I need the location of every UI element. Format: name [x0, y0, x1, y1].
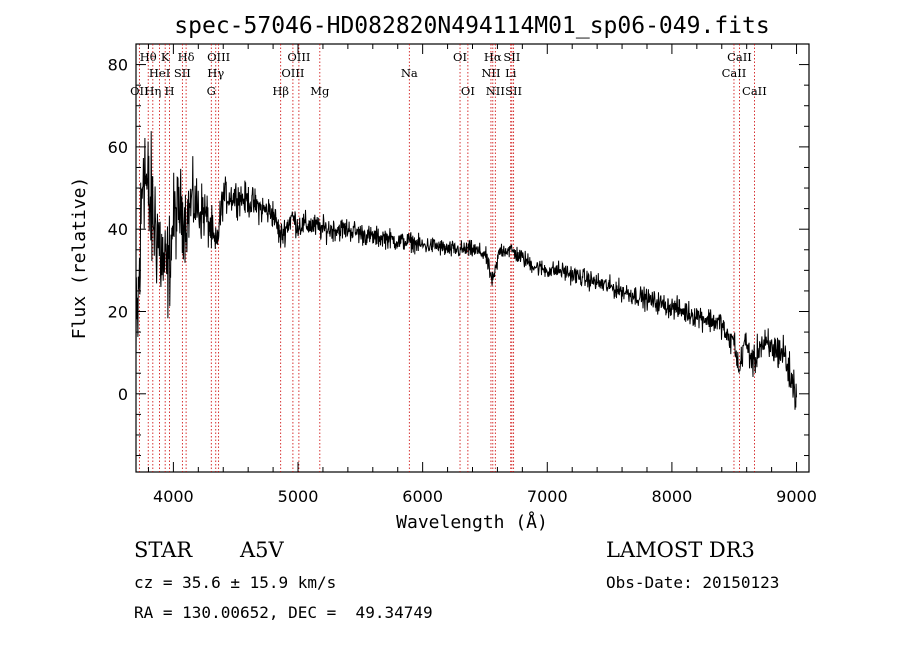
- spectral-line-label-6: SII: [174, 66, 191, 80]
- spectral-line-label-26: CaII: [742, 84, 767, 98]
- spectral-line-label-25: CaII: [727, 50, 752, 64]
- spectral-line-label-19: Hα: [484, 50, 502, 64]
- spectral-line-label-8: G: [207, 84, 216, 98]
- y-axis-label: Flux (relative): [69, 177, 90, 340]
- x-tick-label-5: 9000: [776, 487, 817, 506]
- y-tick-label-2: 40: [108, 220, 128, 239]
- spectral-line-label-23: SII: [505, 84, 522, 98]
- chart-title: spec-57046-HD082820N494114M01_sp06-049.f…: [174, 13, 769, 39]
- spectral-line-label-22: SII: [503, 50, 520, 64]
- spectrum-series: [135, 131, 797, 410]
- spectral-line-labels: OII Hθ Hη HeI K H SII Hδ G Hγ OIII Hβ OIII OIII Mg Na OI…: [130, 50, 767, 98]
- spectral-line-label-20: NII: [486, 84, 505, 98]
- spectral-line-label-2: Hη: [144, 84, 161, 98]
- spectral-line-label-16: OI: [453, 50, 467, 64]
- x-tick-label-0: 4000: [153, 487, 194, 506]
- redshift-text: cz = 35.6 ± 15.9 km/s: [134, 573, 337, 592]
- spectral-line-label-5: H: [165, 84, 175, 98]
- y-tick-label-0: 0: [118, 385, 128, 404]
- spectral-line-label-13: OIII: [287, 50, 310, 64]
- spectral-line-markers: [138, 44, 755, 472]
- spectral-line-label-3: HeI: [149, 66, 170, 80]
- spectral-line-label-1: Hθ: [140, 50, 157, 64]
- x-tick-label-4: 8000: [652, 487, 693, 506]
- spectral-line-label-11: Hβ: [272, 84, 289, 98]
- x-axis-label: Wavelength (Å): [396, 511, 548, 533]
- object-class: STAR: [134, 538, 193, 562]
- spectral-line-label-24: CaII: [722, 66, 747, 80]
- coordinates-text: RA = 130.00652, DEC = 49.34749: [134, 603, 433, 622]
- spectral-line-label-14: Mg: [310, 84, 330, 98]
- x-tick-label-2: 6000: [402, 487, 443, 506]
- survey-name: LAMOST DR3: [606, 538, 755, 562]
- y-tick-label-1: 20: [108, 303, 128, 322]
- spectral-line-label-21: Li: [505, 66, 517, 80]
- x-axis-ticks: 4000 5000 6000 7000 8000 9000: [147, 44, 817, 506]
- spectral-line-label-17: OI: [461, 84, 475, 98]
- spectral-line-label-18: NII: [481, 66, 500, 80]
- spectral-line-label-10: OIII: [207, 50, 230, 64]
- spectral-line-label-9: Hγ: [207, 66, 224, 80]
- y-tick-label-4: 80: [108, 56, 128, 75]
- x-tick-label-3: 7000: [527, 487, 568, 506]
- spectral-line-label-0: OII: [130, 84, 149, 98]
- object-subclass: A5V: [240, 538, 284, 562]
- spectral-line-label-12: OIII: [281, 66, 304, 80]
- y-tick-label-3: 60: [108, 138, 128, 157]
- spectral-line-label-4: K: [161, 50, 170, 64]
- plot-frame: [135, 43, 810, 473]
- y-axis-ticks: 0 20 40 60 80: [108, 43, 809, 457]
- spectral-line-label-7: Hδ: [178, 50, 195, 64]
- spectral-line-label-15: Na: [401, 66, 418, 80]
- obs-date-text: Obs-Date: 20150123: [606, 573, 780, 592]
- x-tick-label-1: 5000: [278, 487, 319, 506]
